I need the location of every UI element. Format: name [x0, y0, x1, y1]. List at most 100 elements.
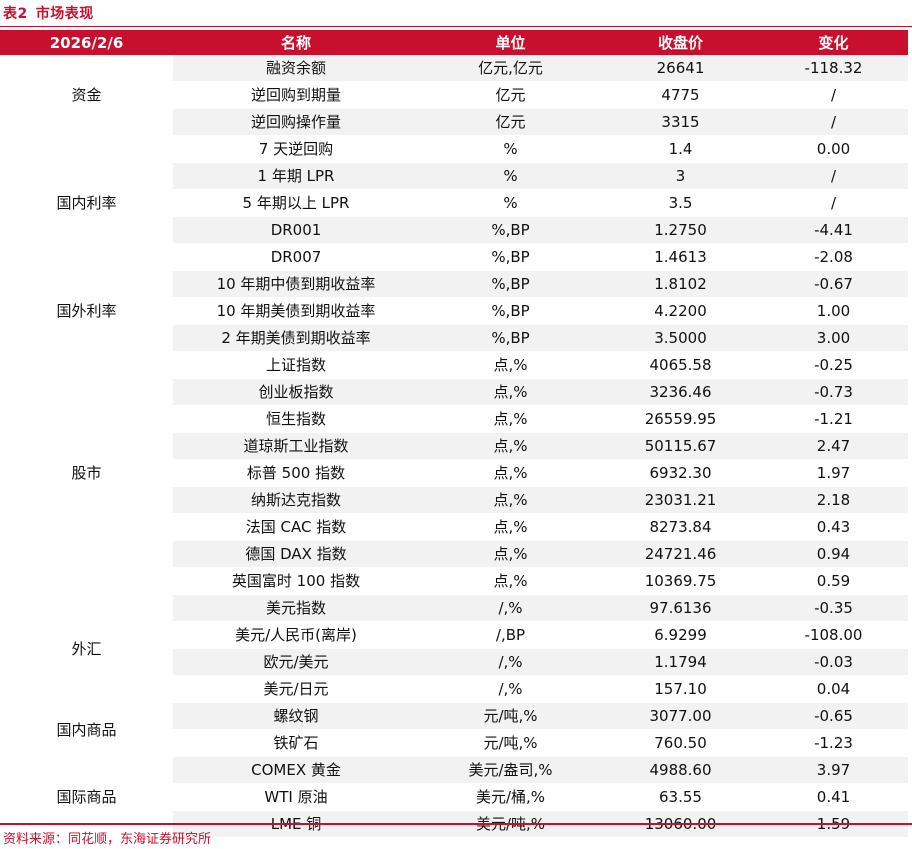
cell-close: 1.4613 — [602, 244, 759, 271]
table-row: 铁矿石 元/吨,% 760.50 -1.23 — [0, 730, 908, 757]
cell-change: -2.08 — [759, 244, 908, 271]
cell-change: -0.67 — [759, 271, 908, 298]
cell-name: DR007 — [173, 244, 419, 271]
cell-close: 6.9299 — [602, 622, 759, 649]
table-row: 10 年期美债到期收益率 %,BP 4.2200 1.00 — [0, 298, 908, 325]
cell-name: 恒生指数 — [173, 406, 419, 433]
cell-change: 1.00 — [759, 298, 908, 325]
table-row: 国内利率 7 天逆回购% 1.4 0.00 — [0, 136, 908, 271]
cell-close: 50115.67 — [602, 433, 759, 460]
table-body: 资金 融资余额 亿元,亿元 26641 -118.32 逆回购到期量 亿元 4775/逆回购操… — [0, 55, 908, 838]
cell-name: 欧元/美元 — [173, 649, 419, 676]
cell-change: -0.25 — [759, 352, 908, 379]
group-label: 资金 — [0, 55, 173, 136]
table-row: 国内商品 螺纹钢 元/吨,% 3077.00 -0.65 — [0, 703, 908, 757]
table-row: 恒生指数 点,% 26559.95 -1.21 — [0, 406, 908, 433]
header-date: 2026/2/6 — [0, 30, 173, 55]
cell-name: 逆回购操作量 — [173, 109, 419, 136]
cell-unit: 亿元,亿元 — [419, 55, 602, 82]
cell-name: 1 年期 LPR — [173, 163, 419, 190]
cell-change: 3.97 — [759, 757, 908, 784]
cell-unit: /,BP — [419, 622, 602, 649]
cell-unit: % — [419, 136, 602, 163]
cell-close: 3.5 — [602, 190, 759, 217]
cell-unit: %,BP — [419, 298, 602, 325]
cell-name: 英国富时 100 指数 — [173, 568, 419, 595]
cell-name: 纳斯达克指数 — [173, 487, 419, 514]
cell-name: 10 年期中债到期收益率 — [173, 271, 419, 298]
cell-change: / — [759, 82, 908, 109]
cell-name: WTI 原油 — [173, 784, 419, 811]
cell-close: 24721.46 — [602, 541, 759, 568]
cell-name: 标普 500 指数 — [173, 460, 419, 487]
cell-unit: %,BP — [419, 325, 602, 352]
cell-name: 铁矿石 — [173, 730, 419, 757]
cell-unit: %,BP — [419, 271, 602, 298]
cell-close: 6932.30 — [602, 460, 759, 487]
table-row: DR007 %,BP 1.4613 -2.08 — [0, 244, 908, 271]
cell-name: 融资余额 — [173, 55, 419, 82]
cell-close: 760.50 — [602, 730, 759, 757]
cell-change: / — [759, 109, 908, 136]
table-row: 外汇 美元指数/,% 97.6136 -0.35 — [0, 595, 908, 703]
header-name: 名称 — [173, 30, 419, 55]
table-row: DR001 %,BP 1.2750 -4.41 — [0, 217, 908, 244]
cell-change: -0.35 — [759, 595, 908, 622]
cell-name: 7 天逆回购 — [173, 136, 419, 163]
cell-name: 创业板指数 — [173, 379, 419, 406]
table-row: 逆回购到期量 亿元 4775/ — [0, 82, 908, 109]
table-row: 美元/人民币(离岸)/,BP 6.9299 -108.00 — [0, 622, 908, 649]
cell-unit: 点,% — [419, 352, 602, 379]
cell-name: 10 年期美债到期收益率 — [173, 298, 419, 325]
cell-close: 97.6136 — [602, 595, 759, 622]
group-label: 国内利率 — [0, 136, 173, 271]
cell-name: 道琼斯工业指数 — [173, 433, 419, 460]
cell-name: 法国 CAC 指数 — [173, 514, 419, 541]
cell-close: 4988.60 — [602, 757, 759, 784]
group-label: 国外利率 — [0, 271, 173, 352]
cell-close: 3 — [602, 163, 759, 190]
header-change: 变化 — [759, 30, 908, 55]
group-label: 股市 — [0, 352, 173, 595]
table-row: 国际商品 COMEX 黄金 美元/盎司,% 4988.60 3.97 — [0, 757, 908, 838]
cell-change: -0.03 — [759, 649, 908, 676]
cell-name: COMEX 黄金 — [173, 757, 419, 784]
cell-name: 美元/日元 — [173, 676, 419, 703]
table-row: 1 年期 LPR% 3/ — [0, 163, 908, 190]
table-row: 国外利率 10 年期中债到期收益率 %,BP 1.8102 -0.67 — [0, 271, 908, 352]
table-row: 英国富时 100 指数 点,% 10369.75 0.59 — [0, 568, 908, 595]
cell-close: 1.8102 — [602, 271, 759, 298]
cell-close: 10369.75 — [602, 568, 759, 595]
cell-unit: 元/吨,% — [419, 703, 602, 730]
cell-change: 0.43 — [759, 514, 908, 541]
cell-close: 4775 — [602, 82, 759, 109]
market-performance-table: 2026/2/6 名称 单位 收盘价 变化 资金 融资余额 亿元,亿元 26641 -1… — [0, 30, 908, 838]
table-row: 道琼斯工业指数 点,% 50115.67 2.47 — [0, 433, 908, 460]
cell-change: -0.65 — [759, 703, 908, 730]
cell-change: -0.73 — [759, 379, 908, 406]
table-row: WTI 原油 美元/桶,% 63.55 0.41 — [0, 784, 908, 811]
cell-unit: 元/吨,% — [419, 730, 602, 757]
cell-unit: % — [419, 163, 602, 190]
cell-unit: /,% — [419, 649, 602, 676]
table-row: 美元/日元/,% 157.10 0.04 — [0, 676, 908, 703]
table-row: 股市 上证指数 点,% 4065.58 -0.25 — [0, 352, 908, 595]
cell-unit: %,BP — [419, 244, 602, 271]
cell-unit: /,% — [419, 595, 602, 622]
cell-change: / — [759, 163, 908, 190]
cell-change: -118.32 — [759, 55, 908, 82]
table-row: 创业板指数 点,% 3236.46 -0.73 — [0, 379, 908, 406]
cell-close: 4.2200 — [602, 298, 759, 325]
cell-change: / — [759, 190, 908, 217]
table-row: 逆回购操作量 亿元 3315/ — [0, 109, 908, 136]
group-label: 外汇 — [0, 595, 173, 703]
cell-name: 上证指数 — [173, 352, 419, 379]
cell-name: 逆回购到期量 — [173, 82, 419, 109]
cell-name: 2 年期美债到期收益率 — [173, 325, 419, 352]
cell-close: 26559.95 — [602, 406, 759, 433]
cell-change: 0.00 — [759, 136, 908, 163]
table-title: 市场表现 — [35, 6, 94, 22]
cell-change: 0.59 — [759, 568, 908, 595]
cell-change: 0.41 — [759, 784, 908, 811]
